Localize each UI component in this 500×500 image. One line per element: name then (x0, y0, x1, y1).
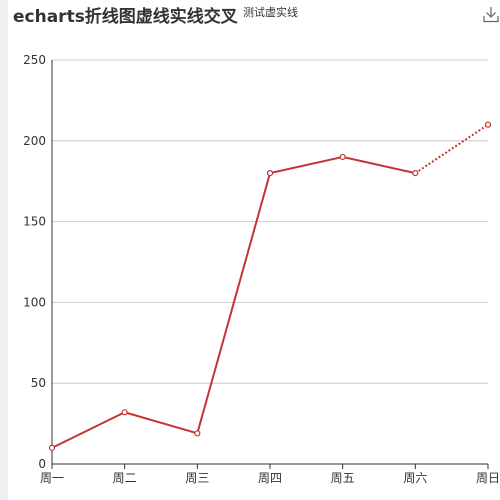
series-lines (51, 123, 489, 449)
grid-lines (52, 59, 488, 384)
y-tick-label: 200 (23, 134, 46, 148)
y-tick-label: 0 (38, 457, 46, 471)
y-tick-label: 250 (23, 53, 46, 67)
x-tick-label: 周一 (40, 471, 64, 485)
data-point[interactable] (412, 170, 419, 177)
data-point[interactable] (339, 153, 346, 161)
series-points (48, 121, 492, 451)
series-line-dashed (414, 123, 489, 174)
x-tick-label: 周六 (403, 471, 427, 485)
download-icon[interactable] (483, 6, 499, 24)
data-point[interactable] (121, 409, 128, 416)
tick-labels: 0 50 100 150 200 250 周一 周二 周三 周四 周五 周六 周日 (23, 53, 500, 485)
x-tick-label: 周四 (258, 471, 282, 485)
data-point[interactable] (266, 170, 274, 177)
x-tick-label: 周二 (113, 471, 137, 485)
data-point[interactable] (194, 430, 201, 437)
y-tick-label: 150 (23, 215, 46, 229)
y-tick-label: 50 (31, 376, 46, 390)
chart-title: echarts折线图虚线实线交叉 (13, 7, 238, 27)
data-point[interactable] (48, 444, 56, 451)
page-left-strip (0, 0, 8, 500)
chart-subtitle: 测试虚实线 (243, 6, 298, 19)
x-tick-label: 周日 (476, 471, 500, 485)
axes (51, 60, 489, 469)
x-tick-label: 周五 (331, 471, 355, 485)
series-line-solid (51, 155, 416, 449)
y-tick-label: 100 (23, 295, 46, 309)
x-tick-label: 周三 (185, 471, 209, 485)
data-point[interactable] (484, 121, 492, 128)
